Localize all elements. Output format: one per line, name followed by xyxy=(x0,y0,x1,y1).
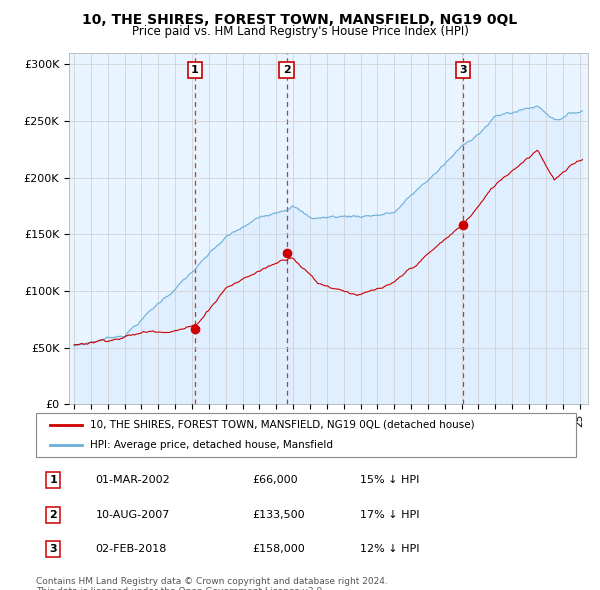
Text: 17% ↓ HPI: 17% ↓ HPI xyxy=(360,510,419,520)
Text: Contains HM Land Registry data © Crown copyright and database right 2024.
This d: Contains HM Land Registry data © Crown c… xyxy=(36,577,388,590)
Text: £158,000: £158,000 xyxy=(252,544,305,554)
Text: £66,000: £66,000 xyxy=(252,476,298,486)
Text: 1: 1 xyxy=(49,476,57,486)
Text: 2: 2 xyxy=(49,510,57,520)
Text: 15% ↓ HPI: 15% ↓ HPI xyxy=(360,476,419,486)
Text: 10-AUG-2007: 10-AUG-2007 xyxy=(95,510,170,520)
Text: £133,500: £133,500 xyxy=(252,510,305,520)
Text: HPI: Average price, detached house, Mansfield: HPI: Average price, detached house, Mans… xyxy=(90,440,333,450)
Text: 10, THE SHIRES, FOREST TOWN, MANSFIELD, NG19 0QL (detached house): 10, THE SHIRES, FOREST TOWN, MANSFIELD, … xyxy=(90,420,475,430)
Text: 3: 3 xyxy=(49,544,57,554)
Text: 3: 3 xyxy=(460,65,467,75)
Text: 1: 1 xyxy=(191,65,199,75)
Text: Price paid vs. HM Land Registry's House Price Index (HPI): Price paid vs. HM Land Registry's House … xyxy=(131,25,469,38)
Text: 2: 2 xyxy=(283,65,290,75)
Text: 01-MAR-2002: 01-MAR-2002 xyxy=(95,476,170,486)
Text: 10, THE SHIRES, FOREST TOWN, MANSFIELD, NG19 0QL: 10, THE SHIRES, FOREST TOWN, MANSFIELD, … xyxy=(82,13,518,27)
Text: 02-FEB-2018: 02-FEB-2018 xyxy=(95,544,167,554)
Text: 12% ↓ HPI: 12% ↓ HPI xyxy=(360,544,419,554)
FancyBboxPatch shape xyxy=(36,413,576,457)
